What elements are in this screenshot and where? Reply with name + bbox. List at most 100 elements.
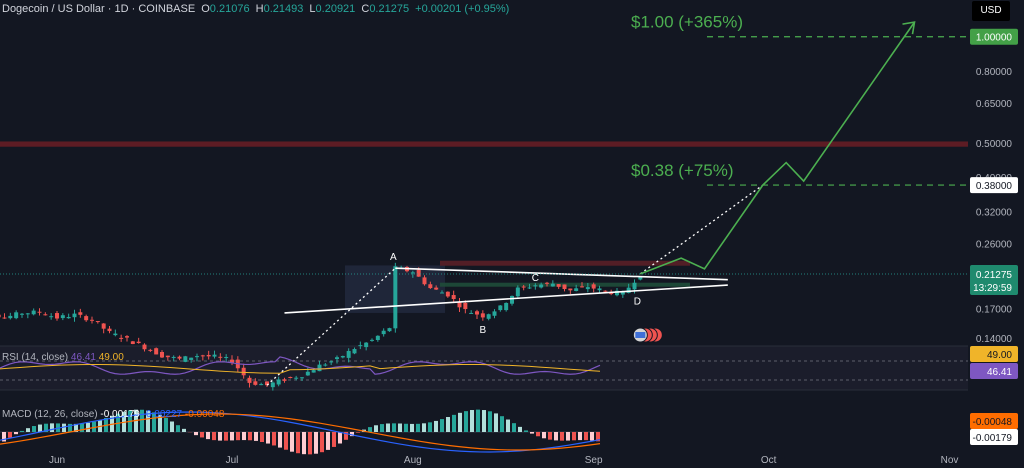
candle-body[interactable] [37,311,42,313]
candle-body[interactable] [90,319,94,321]
candle-body[interactable] [265,381,269,386]
candle-body[interactable] [78,312,83,315]
candle-body[interactable] [101,323,106,329]
candle-body[interactable] [148,349,153,351]
candle-body[interactable] [591,284,596,289]
candle-body[interactable] [498,305,503,311]
candle-body[interactable] [66,317,71,319]
candle-body[interactable] [340,356,345,358]
candle-body[interactable] [84,316,89,321]
candle-body[interactable] [8,315,13,319]
candle-body[interactable] [480,313,485,318]
candle-body[interactable] [0,314,1,318]
candle-body[interactable] [31,310,36,315]
candle-body[interactable] [218,356,223,358]
candle-body[interactable] [527,287,532,289]
candle-body[interactable] [539,284,544,288]
candle-body[interactable] [189,357,194,360]
candle-body[interactable] [568,288,573,291]
candle-body[interactable] [434,287,439,290]
candle-body[interactable] [510,295,514,304]
candle-body[interactable] [504,302,509,311]
candle-body[interactable] [282,379,287,381]
candle-body[interactable] [463,302,468,310]
candle-body[interactable] [288,376,293,378]
candle-body[interactable] [556,284,561,287]
candle-body[interactable] [545,282,549,284]
candle-body[interactable] [615,290,619,296]
candle-body[interactable] [329,361,334,363]
rsi-legend[interactable]: RSI (14, close) 46.41 49.00 [2,352,124,363]
candle-body[interactable] [580,286,584,288]
candle-body[interactable] [515,287,520,297]
candle-body[interactable] [375,335,380,341]
candle-body[interactable] [2,317,7,319]
candle-body[interactable] [241,367,246,376]
candle-body[interactable] [125,336,129,338]
candle-body[interactable] [119,337,124,339]
candle-body[interactable] [14,312,19,319]
candle-body[interactable] [259,384,264,386]
candle-body[interactable] [305,371,310,376]
candle-body[interactable] [294,377,299,379]
candle-body[interactable] [457,301,462,308]
candle-body[interactable] [270,382,275,388]
candle-body[interactable] [154,348,159,355]
candle-body[interactable] [113,333,118,336]
candle-body[interactable] [445,291,450,297]
candle-body[interactable] [370,339,374,341]
candle-body[interactable] [183,356,188,362]
candle-body[interactable] [300,377,304,379]
candle-body[interactable] [136,341,141,344]
candle-body[interactable] [224,357,229,359]
candle-body[interactable] [25,313,30,315]
candle-body[interactable] [416,269,421,277]
candle-body[interactable] [230,359,234,363]
candle-body[interactable] [346,350,351,358]
candle-body[interactable] [253,381,258,385]
candle-body[interactable] [171,356,176,358]
candle-body[interactable] [428,284,433,289]
candle-body[interactable] [620,291,625,295]
candle-body[interactable] [200,355,205,357]
currency-button[interactable]: USD [972,1,1010,21]
candle-body[interactable] [142,344,147,350]
candle-body[interactable] [311,370,316,373]
candle-body[interactable] [475,311,479,315]
candle-body[interactable] [317,364,322,372]
candle-body[interactable] [43,314,48,316]
candle-body[interactable] [55,313,59,319]
candle-body[interactable] [206,354,211,357]
candle-body[interactable] [521,286,526,288]
candle-body[interactable] [276,379,281,385]
candle-body[interactable] [177,356,182,359]
candle-body[interactable] [574,288,579,291]
candle-body[interactable] [20,313,24,315]
candle-body[interactable] [550,283,555,287]
candle-body[interactable] [95,321,100,323]
candle-body[interactable] [585,287,590,290]
candle-body[interactable] [160,351,164,358]
candle-body[interactable] [533,285,538,287]
candle-body[interactable] [469,312,474,314]
candle-body[interactable] [626,287,631,293]
candle-body[interactable] [387,328,392,332]
candle-body[interactable] [195,356,199,358]
candle-body[interactable] [451,295,456,300]
candle-body[interactable] [247,377,252,383]
candle-body[interactable] [335,357,339,360]
candle-body[interactable] [60,315,65,319]
candle-body[interactable] [381,330,386,335]
candle-body[interactable] [358,345,363,347]
candle-body[interactable] [410,272,415,274]
candle-body[interactable] [638,276,643,280]
candle-body[interactable] [422,277,427,285]
candle-body[interactable] [364,342,369,348]
candle-body[interactable] [393,266,398,329]
candle-body[interactable] [597,288,602,291]
candle-body[interactable] [440,292,444,294]
candle-body[interactable] [72,313,77,318]
candle-body[interactable] [130,341,135,345]
candle-body[interactable] [632,282,637,290]
